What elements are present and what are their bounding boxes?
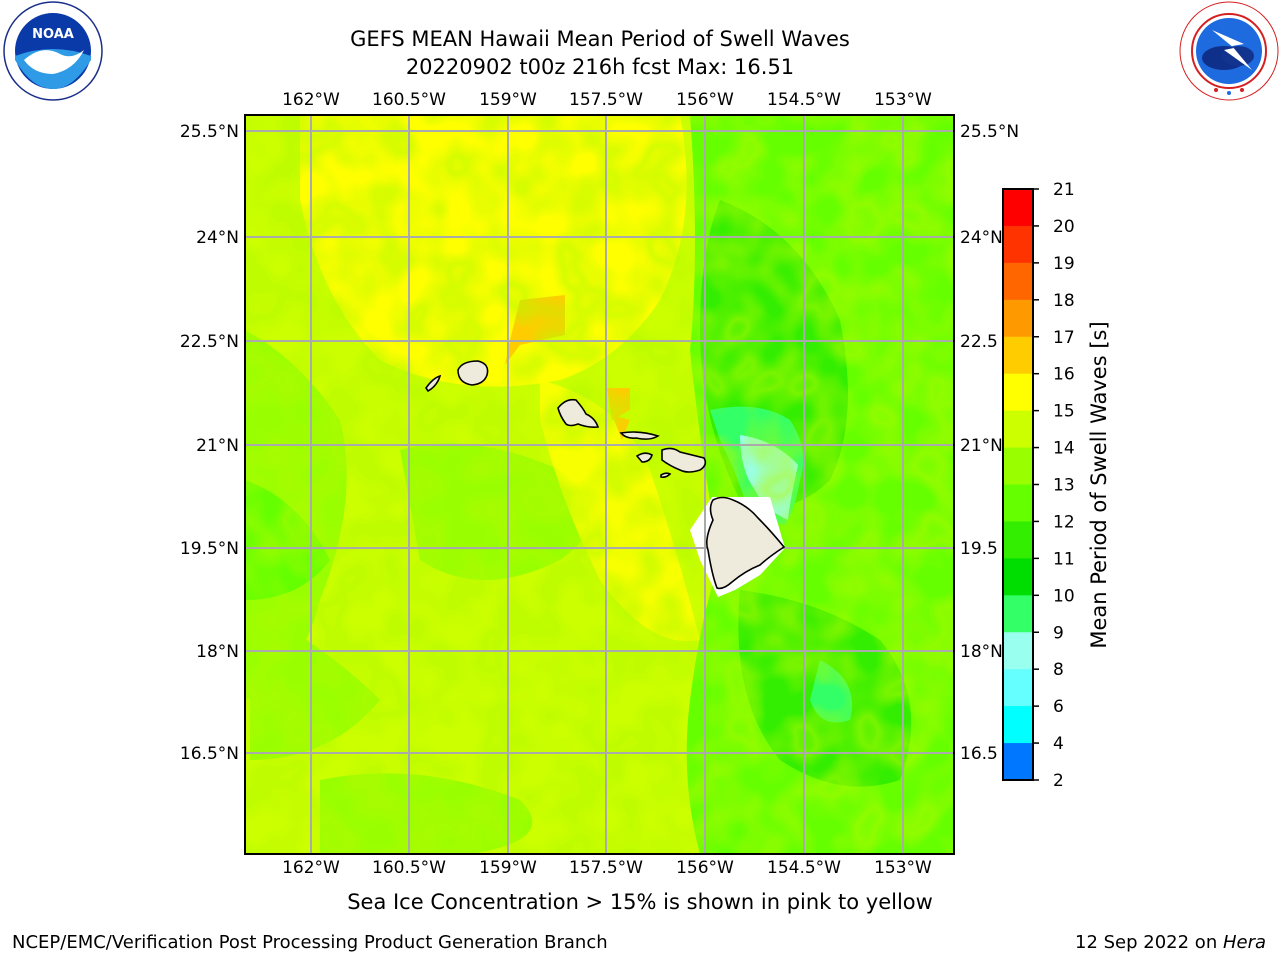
longitude-label: 153°W <box>874 858 932 878</box>
latitude-label: 25.5°N <box>180 122 239 142</box>
island-kahoolawe <box>660 472 672 478</box>
colorbar-bin <box>1003 669 1033 707</box>
footer-date: 12 Sep 2022 on Hera <box>1075 932 1266 953</box>
longitude-label: 160.5°W <box>372 90 446 110</box>
colorbar-tick-label: 14 <box>1053 439 1075 459</box>
latitude-label: 24°N <box>960 228 1003 248</box>
island-oahu <box>557 398 600 428</box>
colorbar-tick-label: 19 <box>1053 254 1075 274</box>
longitude-label: 157.5°W <box>569 90 643 110</box>
longitude-label: 156°W <box>676 90 734 110</box>
colorbar-bin <box>1003 225 1033 264</box>
longitude-label: 154.5°W <box>767 858 841 878</box>
latitude-label: 22.5 <box>960 332 998 352</box>
colorbar: 21 20 19 18 17 16 15 14 13 12 11 10 9 8 6 4 2 <box>1002 180 1075 791</box>
caption: Sea Ice Concentration > 15% is shown in … <box>347 890 933 914</box>
nws-logo <box>1179 1 1279 101</box>
colorbar-bin <box>1003 484 1033 522</box>
footer-date-text: 12 Sep 2022 on <box>1075 932 1223 953</box>
colorbar-tick-label: 12 <box>1053 512 1075 532</box>
latitude-label: 22.5°N <box>180 332 239 352</box>
chart-title: GEFS MEAN Hawaii Mean Period of Swell Wa… <box>350 27 850 51</box>
latitude-label: 19.5 <box>960 539 998 559</box>
colorbar-tick-label: 16 <box>1053 365 1075 385</box>
latitude-label: 18°N <box>960 642 1003 662</box>
longitude-labels-top: 162°W 160.5°W 159°W 157.5°W 156°W 154.5°W 153°… <box>282 90 932 110</box>
graticule <box>245 115 954 854</box>
longitude-label: 156°W <box>676 858 734 878</box>
longitude-labels-bottom: 162°W 160.5°W 159°W 157.5°W 156°W 154.5°W 153°… <box>282 858 932 878</box>
colorbar-bin <box>1003 706 1033 744</box>
colorbar-bin <box>1003 521 1033 559</box>
colorbar-tick-label: 15 <box>1053 402 1075 422</box>
colorbar-bin <box>1003 595 1033 633</box>
colorbar-label: Mean Period of Swell Waves [s] <box>1087 321 1111 648</box>
longitude-label: 162°W <box>282 858 340 878</box>
colorbar-bin <box>1003 558 1033 596</box>
latitude-label: 19.5°N <box>180 539 239 559</box>
latitude-label: 21°N <box>960 436 1003 456</box>
colorbar-tick-label: 20 <box>1053 217 1075 237</box>
island-hawaii <box>706 496 786 590</box>
colorbar-tick-label: 10 <box>1053 586 1075 606</box>
longitude-label: 159°W <box>479 858 537 878</box>
colorbar-bin <box>1003 189 1033 227</box>
hawaiian-islands <box>425 360 786 590</box>
longitude-label: 154.5°W <box>767 90 841 110</box>
latitude-labels-left: 25.5°N 24°N 22.5°N 21°N 19.5°N 18°N 16.5°N <box>180 122 239 764</box>
colorbar-bin <box>1003 743 1033 781</box>
colorbar-bin <box>1003 336 1033 375</box>
colorbar-tick-label: 9 <box>1053 623 1064 643</box>
colorbar-tick-label: 21 <box>1053 180 1075 200</box>
swell-period-field <box>245 115 954 854</box>
latitude-label: 16.5°N <box>180 744 239 764</box>
island-lanai <box>635 452 653 463</box>
island-niihau <box>425 374 442 393</box>
colorbar-bin <box>1003 632 1033 670</box>
footer-credit: NCEP/EMC/Verification Post Processing Pr… <box>12 932 608 953</box>
footer-host: Hera <box>1222 932 1266 953</box>
latitude-label: 18°N <box>196 642 239 662</box>
colorbar-tick-label: 8 <box>1053 660 1064 680</box>
colorbar-tick-label: 4 <box>1053 734 1064 754</box>
latitude-labels-right: 25.5°N 24°N 22.5 21°N 19.5 18°N 16.5 <box>960 122 1019 764</box>
colorbar-tick-label: 2 <box>1053 771 1064 791</box>
colorbar-bin <box>1003 262 1033 301</box>
colorbar-tick-label: 17 <box>1053 328 1075 348</box>
colorbar-bin <box>1003 410 1033 449</box>
colorbar-tick-label: 6 <box>1053 697 1064 717</box>
longitude-label: 159°W <box>479 90 537 110</box>
latitude-label: 24°N <box>196 228 239 248</box>
latitude-label: 25.5°N <box>960 122 1019 142</box>
colorbar-bin <box>1003 373 1033 412</box>
noaa-logo-text: NOAA <box>32 27 74 42</box>
island-kauai <box>457 360 489 386</box>
longitude-label: 153°W <box>874 90 932 110</box>
island-maui <box>661 447 707 473</box>
longitude-label: 157.5°W <box>569 858 643 878</box>
colorbar-tick-label: 11 <box>1053 549 1075 569</box>
longitude-label: 160.5°W <box>372 858 446 878</box>
colorbar-bin <box>1003 299 1033 338</box>
latitude-label: 16.5 <box>960 744 998 764</box>
longitude-label: 162°W <box>282 90 340 110</box>
latitude-label: 21°N <box>196 436 239 456</box>
colorbar-tick-label: 13 <box>1053 476 1075 496</box>
island-molokai <box>619 431 660 440</box>
noaa-logo: NOAA <box>3 1 103 101</box>
map-frame <box>244 114 955 855</box>
colorbar-bin <box>1003 447 1033 485</box>
chart-subtitle: 20220902 t00z 216h fcst Max: 16.51 <box>405 55 795 79</box>
colorbar-tick-label: 18 <box>1053 291 1075 311</box>
